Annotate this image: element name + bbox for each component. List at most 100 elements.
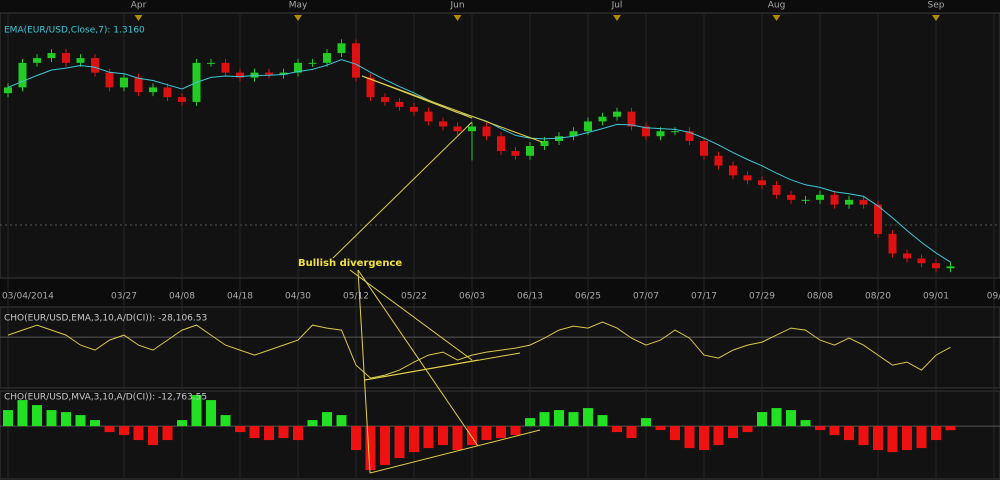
- histogram-bar: [481, 426, 492, 441]
- candle-body: [236, 72, 244, 78]
- histogram-bar: [104, 426, 115, 433]
- x-tick-label: 08/08: [807, 292, 833, 302]
- candle-body: [845, 199, 853, 205]
- panel-title: CHO(EUR/USD,MVA,3,10,A/D(CI)): -12,763.5…: [4, 393, 207, 403]
- month-marker: [134, 15, 143, 21]
- panel-title: CHO(EUR/USD,EMA,3,10,A/D(CI)): -28,106.5…: [4, 314, 207, 324]
- x-tick-label: 05/22: [401, 292, 427, 302]
- histogram-bar: [17, 400, 28, 427]
- histogram-bar: [438, 426, 448, 446]
- annotation-line: [364, 359, 479, 381]
- x-tick-label: 04/08: [169, 292, 195, 302]
- candle-body: [917, 258, 926, 264]
- candle-body: [671, 131, 679, 133]
- month-label: Apr: [131, 1, 147, 11]
- month-label: Aug: [768, 1, 786, 11]
- histogram-bar: [583, 408, 593, 427]
- histogram-bar: [278, 426, 289, 439]
- candle-body: [33, 58, 41, 63]
- annotation-line: [332, 121, 473, 259]
- annotation-line: [349, 269, 473, 361]
- histogram-bar: [177, 420, 187, 427]
- month-label: Jun: [449, 1, 464, 11]
- candle-body: [685, 131, 694, 141]
- annotation-line: [361, 75, 543, 143]
- candle-body: [772, 185, 781, 195]
- histogram-bar: [626, 426, 637, 439]
- x-tick-label: 06/13: [517, 292, 543, 302]
- candle-body: [395, 101, 404, 107]
- candle-body: [613, 111, 621, 117]
- histogram-bar: [46, 410, 57, 427]
- candle-body: [91, 58, 99, 73]
- candle-body: [700, 140, 708, 156]
- histogram-bar: [742, 426, 753, 433]
- x-tick-label: 06/25: [575, 292, 601, 302]
- histogram-bar: [191, 395, 202, 427]
- histogram-bar: [336, 415, 347, 427]
- candle-body: [381, 97, 389, 102]
- candle-body: [468, 126, 476, 132]
- histogram-bar: [568, 412, 579, 427]
- histogram-bar: [786, 410, 796, 427]
- candle-body: [439, 121, 447, 127]
- candle-body: [105, 72, 114, 88]
- histogram-bar: [771, 408, 782, 427]
- histogram-bar: [713, 426, 724, 446]
- panel-title: EMA(EUR/USD,Close,7): 1.3160: [4, 26, 145, 36]
- candle-body: [932, 263, 940, 269]
- histogram-bar: [162, 426, 173, 441]
- candle-body: [801, 199, 810, 201]
- histogram-bar: [322, 412, 332, 427]
- histogram-bar: [887, 426, 898, 453]
- histogram-bar: [380, 426, 390, 466]
- histogram-bar: [699, 426, 709, 451]
- histogram-bar: [641, 418, 651, 427]
- annotation-lines: [332, 75, 543, 474]
- candle-body: [410, 106, 418, 112]
- x-tick-label: 03/27: [111, 292, 137, 302]
- candle-body: [656, 131, 665, 137]
- candle-body: [816, 194, 824, 200]
- candle-body: [4, 87, 12, 94]
- candle-body: [134, 77, 143, 93]
- histogram-bar: [815, 426, 825, 431]
- month-marker: [613, 15, 621, 21]
- histogram-bar: [496, 426, 506, 439]
- histogram-bar: [684, 426, 695, 449]
- histogram-bar: [916, 426, 927, 449]
- candle-body: [221, 62, 230, 73]
- histogram-bar: [539, 412, 550, 427]
- histogram-bar: [61, 412, 71, 427]
- candle-body: [540, 140, 549, 146]
- histogram-bar: [365, 426, 376, 471]
- candle-body: [482, 126, 491, 137]
- histogram-bar: [670, 426, 680, 441]
- histogram-bar: [307, 420, 318, 427]
- candle-body: [47, 53, 56, 59]
- candle-body: [511, 151, 520, 156]
- candle-body: [279, 72, 288, 75]
- histogram-bar: [249, 426, 260, 439]
- oscillator-panel: [0, 306, 1000, 389]
- candle-body: [598, 116, 607, 122]
- histogram-bar: [452, 426, 463, 451]
- histogram-bar: [945, 426, 956, 431]
- annotation: Bullish divergence: [298, 258, 402, 269]
- oscillator-line: [7, 321, 951, 379]
- x-tick-label: 04/30: [285, 292, 311, 302]
- histogram-bar: [32, 405, 42, 427]
- histogram-bar: [206, 400, 216, 427]
- candle-body: [178, 97, 186, 102]
- candle-body: [888, 233, 897, 254]
- annotation-line: [369, 429, 541, 474]
- x-tick-label: 09/: [987, 292, 1000, 302]
- candle-body: [337, 43, 346, 54]
- candle-body: [352, 43, 360, 78]
- candle-body: [424, 111, 433, 122]
- x-tick-label: 07/07: [633, 292, 659, 302]
- candle-body: [149, 87, 157, 93]
- histogram-bar: [3, 410, 13, 427]
- histogram-bar: [220, 415, 231, 427]
- histogram-bar: [858, 426, 869, 446]
